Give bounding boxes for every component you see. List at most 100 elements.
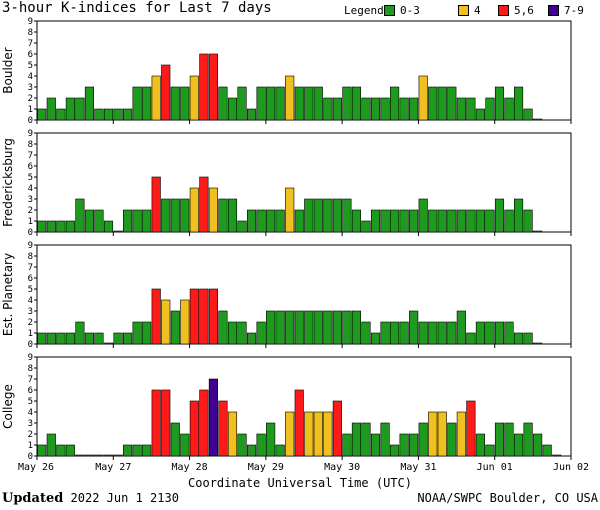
k-bar xyxy=(409,310,419,345)
k-bar xyxy=(323,411,333,457)
k-bar xyxy=(151,176,161,233)
legend-text-0-3: 0-3 xyxy=(400,4,420,17)
k-bar xyxy=(447,209,457,233)
k-bar xyxy=(75,97,85,121)
k-bar xyxy=(504,209,514,233)
y-tick-label: 6 xyxy=(28,274,33,284)
y-tick-label: 1 xyxy=(28,329,33,339)
y-tick-label: 0 xyxy=(28,340,33,350)
k-bar xyxy=(513,198,524,233)
k-bar xyxy=(75,198,85,233)
k-bar xyxy=(370,332,381,345)
y-tick-label: 9 xyxy=(28,241,33,251)
y-tick-label: 6 xyxy=(28,162,33,172)
k-bar xyxy=(332,97,342,121)
k-bar xyxy=(304,86,314,121)
x-axis-label: Coordinate Universal Time (UTC) xyxy=(188,476,412,490)
k-bar xyxy=(294,209,304,233)
k-bar xyxy=(103,454,114,457)
k-bar xyxy=(437,321,447,345)
k-bar xyxy=(294,310,304,345)
k-bar xyxy=(56,332,66,345)
k-bar xyxy=(84,209,95,233)
k-bar xyxy=(246,209,257,233)
panel-frame xyxy=(36,244,572,345)
k-bar xyxy=(456,209,466,233)
y-tick-label: 6 xyxy=(28,386,33,396)
y-tick-label: 4 xyxy=(28,184,33,194)
k-bar xyxy=(256,321,266,345)
k-bar xyxy=(380,97,390,121)
k-bar xyxy=(533,433,543,457)
k-bar xyxy=(494,321,505,345)
k-bar xyxy=(370,433,381,457)
k-bar xyxy=(94,332,104,345)
k-bar xyxy=(409,433,419,457)
k-bar xyxy=(218,198,228,233)
k-bar xyxy=(332,310,342,345)
k-bar xyxy=(523,422,533,457)
k-bar xyxy=(523,108,533,121)
k-bar xyxy=(113,332,123,345)
k-bar xyxy=(361,321,371,345)
x-tick-label: Jun 01 xyxy=(477,462,513,473)
k-bar xyxy=(418,75,428,121)
k-bar xyxy=(428,321,438,345)
k-bar xyxy=(275,86,285,121)
k-bar xyxy=(380,321,390,345)
k-bar xyxy=(256,86,266,121)
k-bar xyxy=(456,310,466,345)
panel-ylabel: College xyxy=(1,384,15,429)
k-bar xyxy=(409,97,419,121)
y-tick-label: 5 xyxy=(28,397,33,407)
k-bar xyxy=(37,332,47,345)
k-bar xyxy=(294,389,304,457)
k-bar xyxy=(399,321,409,345)
y-tick-label: 7 xyxy=(28,375,33,385)
k-bar xyxy=(37,108,47,121)
k-bar xyxy=(542,444,552,457)
k-bar xyxy=(285,75,295,121)
k-bar xyxy=(332,198,342,233)
y-tick-label: 3 xyxy=(28,307,33,317)
x-tick-label: Jun 02 xyxy=(553,462,589,473)
k-bar xyxy=(304,411,314,457)
k-bar xyxy=(227,321,238,345)
k-bar xyxy=(466,209,476,233)
k-bar xyxy=(437,411,447,457)
k-bar xyxy=(447,422,457,457)
k-bar xyxy=(142,444,152,457)
k-bar xyxy=(485,209,495,233)
k-bar xyxy=(46,433,56,457)
k-bar xyxy=(123,108,133,121)
k-bar xyxy=(103,220,114,233)
k-bar xyxy=(170,310,180,345)
panel-frame xyxy=(36,132,572,233)
k-bar xyxy=(246,332,257,345)
k-bar xyxy=(437,209,447,233)
k-bar xyxy=(56,444,66,457)
y-tick-label: 8 xyxy=(28,28,33,38)
k-bar xyxy=(523,332,533,345)
y-tick-label: 1 xyxy=(28,441,33,451)
k-bar xyxy=(46,97,56,121)
k-bar xyxy=(227,198,238,233)
x-tick-label: May 29 xyxy=(248,462,284,473)
k-bar xyxy=(65,332,75,345)
k-bar xyxy=(294,86,304,121)
y-tick-label: 4 xyxy=(28,72,33,82)
k-bar xyxy=(513,332,524,345)
k-bar xyxy=(342,86,352,121)
k-bar xyxy=(199,288,209,345)
k-bar xyxy=(399,433,409,457)
panel-ylabel: Est. Planetary xyxy=(1,253,15,336)
k-bar xyxy=(84,454,95,457)
k-bar xyxy=(485,97,495,121)
y-tick-label: 7 xyxy=(28,263,33,273)
x-tick-label: May 30 xyxy=(324,462,360,473)
k-bar xyxy=(94,108,104,121)
k-bar xyxy=(513,86,524,121)
k-bar xyxy=(132,209,142,233)
